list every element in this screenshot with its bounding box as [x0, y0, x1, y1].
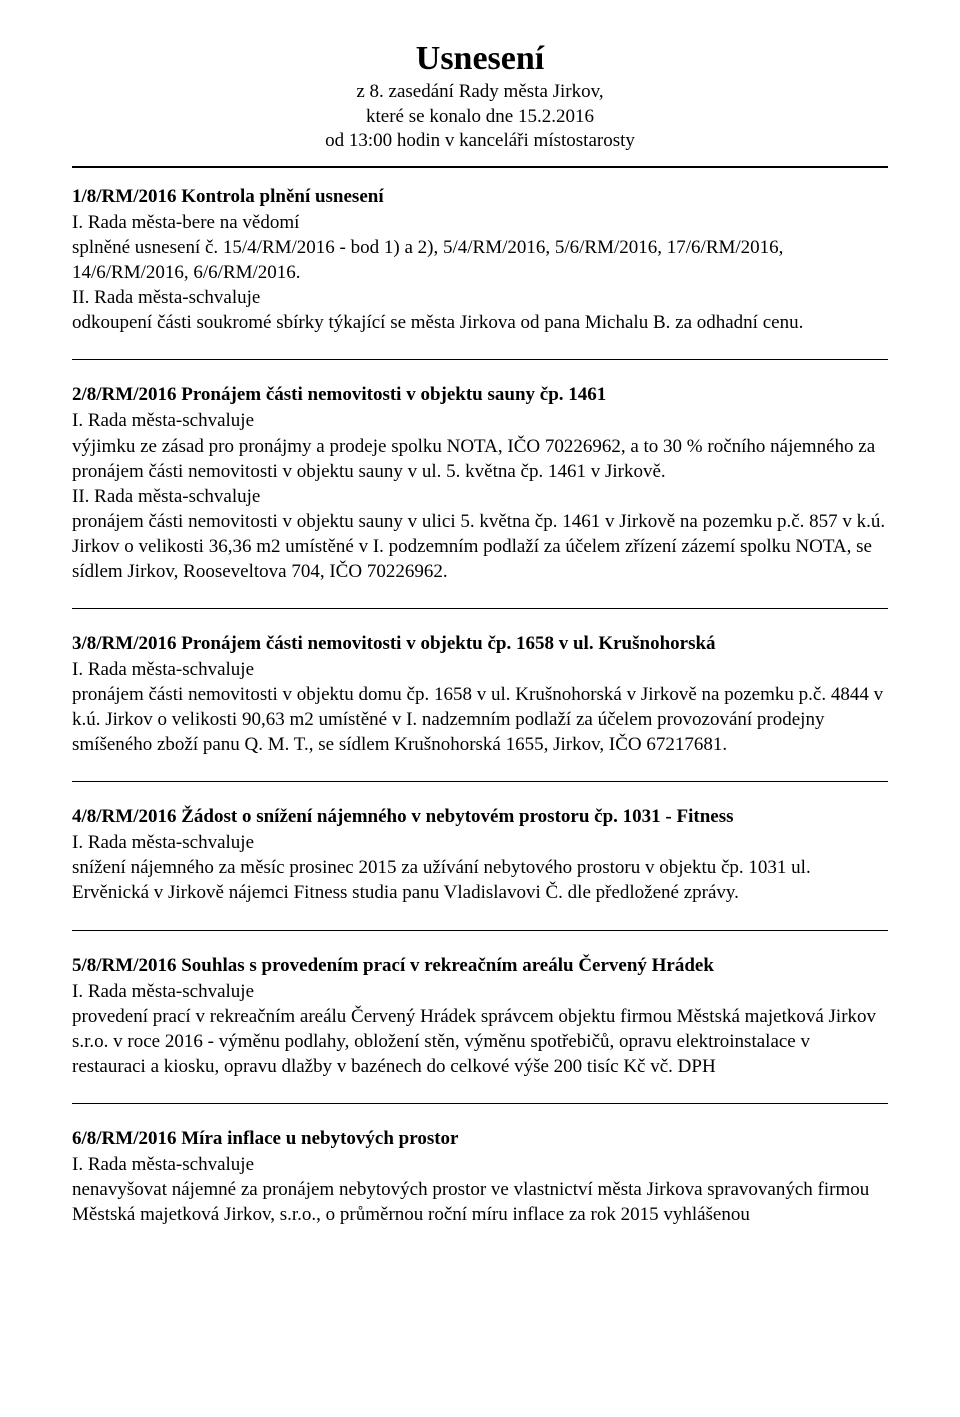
page-title: Usnesení: [72, 40, 888, 78]
paragraph-body: splněné usnesení č. 15/4/RM/2016 - bod 1…: [72, 235, 888, 285]
divider-thin: [72, 359, 888, 360]
paragraph-body: nenavyšovat nájemné za pronájem nebytový…: [72, 1177, 888, 1227]
divider-thin: [72, 781, 888, 782]
paragraph-body: výjimku ze zásad pro pronájmy a prodeje …: [72, 434, 888, 484]
section-heading: 4/8/RM/2016 Žádost o snížení nájemného v…: [72, 806, 888, 828]
resolution-section: 5/8/RM/2016 Souhlas s provedením prací v…: [72, 955, 888, 1079]
section-heading: 1/8/RM/2016 Kontrola plnění usnesení: [72, 186, 888, 208]
paragraph-label: II. Rada města-schvaluje: [72, 285, 888, 310]
resolution-section: 4/8/RM/2016 Žádost o snížení nájemného v…: [72, 806, 888, 905]
paragraph-label: I. Rada města-schvaluje: [72, 408, 888, 433]
header-line-2: které se konalo dne 15.2.2016: [72, 105, 888, 130]
divider-heavy: [72, 166, 888, 168]
resolution-section: 2/8/RM/2016 Pronájem části nemovitosti v…: [72, 384, 888, 584]
header-line-3: od 13:00 hodin v kanceláři místostarosty: [72, 129, 888, 154]
divider-thin: [72, 1103, 888, 1104]
header-line-1: z 8. zasedání Rady města Jirkov,: [72, 80, 888, 105]
resolution-section: 1/8/RM/2016 Kontrola plnění usnesení I. …: [72, 186, 888, 335]
paragraph-label: I. Rada města-schvaluje: [72, 979, 888, 1004]
paragraph-body: pronájem části nemovitosti v objektu sau…: [72, 509, 888, 584]
resolution-section: 6/8/RM/2016 Míra inflace u nebytových pr…: [72, 1128, 888, 1227]
paragraph-label: I. Rada města-schvaluje: [72, 657, 888, 682]
divider-thin: [72, 930, 888, 931]
paragraph-body: snížení nájemného za měsíc prosinec 2015…: [72, 855, 888, 905]
divider-thin: [72, 608, 888, 609]
section-heading: 3/8/RM/2016 Pronájem části nemovitosti v…: [72, 633, 888, 655]
section-heading: 2/8/RM/2016 Pronájem části nemovitosti v…: [72, 384, 888, 406]
resolution-section: 3/8/RM/2016 Pronájem části nemovitosti v…: [72, 633, 888, 757]
section-heading: 5/8/RM/2016 Souhlas s provedením prací v…: [72, 955, 888, 977]
paragraph-label: I. Rada města-schvaluje: [72, 830, 888, 855]
paragraph-label: I. Rada města-schvaluje: [72, 1152, 888, 1177]
paragraph-body: provedení prací v rekreačním areálu Červ…: [72, 1004, 888, 1079]
paragraph-body: odkoupení části soukromé sbírky týkající…: [72, 310, 888, 335]
paragraph-body: pronájem části nemovitosti v objektu dom…: [72, 682, 888, 757]
paragraph-label: II. Rada města-schvaluje: [72, 484, 888, 509]
section-heading: 6/8/RM/2016 Míra inflace u nebytových pr…: [72, 1128, 888, 1150]
paragraph-label: I. Rada města-bere na vědomí: [72, 210, 888, 235]
